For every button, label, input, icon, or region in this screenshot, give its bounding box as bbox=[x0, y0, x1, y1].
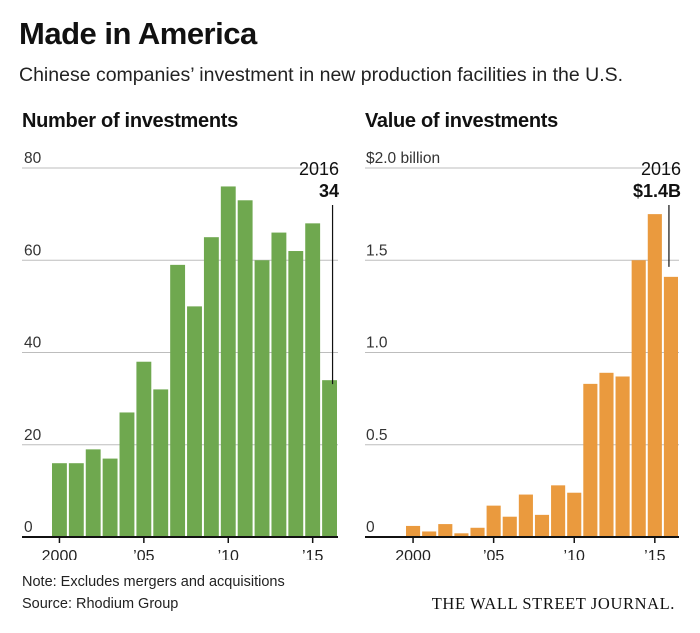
bar-2003 bbox=[102, 458, 118, 537]
x-tick-label: ’15 bbox=[644, 548, 665, 560]
chart-title: Made in America bbox=[19, 16, 257, 51]
y-tick-label: 0 bbox=[24, 519, 33, 536]
y-tick-label: 1.5 bbox=[366, 242, 388, 259]
bar-2016 bbox=[663, 276, 678, 537]
bar-2000 bbox=[52, 463, 67, 537]
bar-2006 bbox=[502, 516, 517, 537]
bar-2004 bbox=[119, 412, 135, 537]
bar-2001 bbox=[422, 531, 437, 537]
y-tick-label: 60 bbox=[24, 242, 42, 259]
x-tick-label: ’15 bbox=[302, 548, 323, 560]
left-panel-title: Number of investments bbox=[22, 110, 238, 132]
bar-2012 bbox=[254, 260, 270, 537]
y-tick-label: 0 bbox=[366, 519, 375, 536]
bar-2002 bbox=[438, 524, 453, 537]
bar-2000 bbox=[406, 525, 421, 537]
annotation-value: 34 bbox=[319, 181, 339, 201]
annotation-value: $1.4B bbox=[633, 181, 681, 201]
x-tick-label: ’05 bbox=[133, 548, 154, 560]
y-tick-label: 0.5 bbox=[366, 427, 388, 444]
bar-2009 bbox=[203, 237, 219, 537]
bar-2012 bbox=[599, 372, 614, 537]
y-tick-label: 40 bbox=[24, 335, 42, 352]
bar-2004 bbox=[470, 527, 485, 537]
x-tick-label: 2000 bbox=[42, 548, 78, 560]
y-tick-label: 20 bbox=[24, 427, 42, 444]
wsj-logo: THE WALL STREET JOURNAL. bbox=[431, 594, 675, 613]
bar-2006 bbox=[153, 389, 169, 537]
bar-2003 bbox=[454, 533, 469, 537]
bar-2007 bbox=[518, 494, 533, 537]
bar-2011 bbox=[237, 200, 253, 537]
y-tick-label: $2.0 billion bbox=[366, 150, 440, 167]
annotation-year: 2016 bbox=[641, 159, 681, 179]
bar-2013 bbox=[271, 232, 287, 537]
chart-subtitle: Chinese companies’ investment in new pro… bbox=[19, 64, 624, 86]
bar-2002 bbox=[85, 449, 101, 537]
bar-2015 bbox=[647, 214, 662, 537]
bar-2011 bbox=[583, 383, 598, 537]
bar-2005 bbox=[136, 361, 152, 537]
annotation-year: 2016 bbox=[299, 159, 339, 179]
bar-2007 bbox=[170, 264, 186, 537]
bar-2001 bbox=[68, 463, 84, 537]
note-text: Note: Excludes mergers and acquisitions bbox=[22, 574, 285, 590]
x-tick-label: ’10 bbox=[564, 548, 585, 560]
bar-2013 bbox=[615, 376, 630, 537]
bar-2015 bbox=[305, 223, 321, 537]
bar-2010 bbox=[567, 492, 582, 537]
bar-2009 bbox=[551, 485, 566, 537]
bar-2008 bbox=[187, 306, 202, 537]
x-tick-label: ’05 bbox=[483, 548, 504, 560]
y-tick-label: 1.0 bbox=[366, 335, 388, 352]
value-of-investments-chart: 0 0.5 1.0 1.5 $2.0 billion 2000 ’05 ’10 ’15 2016$… bbox=[365, 150, 681, 560]
bar-2014 bbox=[631, 260, 646, 537]
bar-2008 bbox=[534, 514, 550, 537]
y-tick-label: 80 bbox=[24, 150, 42, 167]
bar-2005 bbox=[486, 505, 501, 537]
source-text: Source: Rhodium Group bbox=[22, 596, 179, 612]
x-tick-label: ’10 bbox=[218, 548, 239, 560]
bar-2010 bbox=[220, 186, 236, 537]
right-panel-title: Value of investments bbox=[365, 110, 558, 132]
x-tick-label: 2000 bbox=[395, 548, 431, 560]
bar-2016 bbox=[322, 380, 337, 537]
bar-2014 bbox=[288, 251, 304, 537]
